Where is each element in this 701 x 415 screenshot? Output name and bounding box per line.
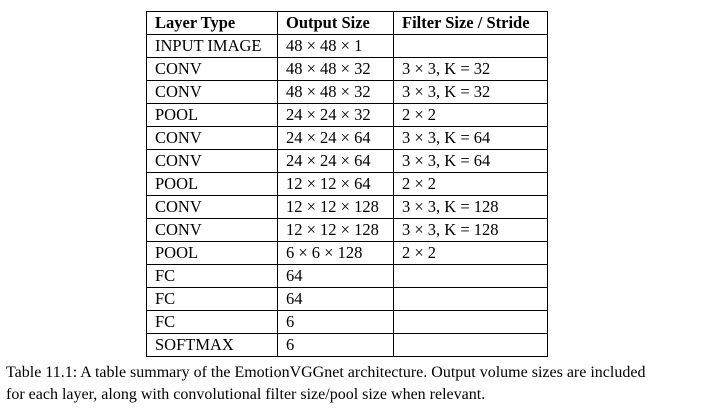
table-row: CONV 48 × 48 × 32 3 × 3, K = 32 — [146, 57, 548, 81]
cell-output-size: 24 × 24 × 32 — [277, 103, 394, 127]
cell-output-size: 24 × 24 × 64 — [277, 149, 394, 173]
table-row: INPUT IMAGE 48 × 48 × 1 — [146, 34, 548, 58]
cell-filter-size: 2 × 2 — [393, 172, 548, 196]
caption-line-2: for each layer, along with convolutional… — [6, 386, 486, 403]
cell-layer-type: FC — [146, 264, 278, 288]
header-output-size: Output Size — [277, 11, 394, 35]
cell-output-size: 12 × 12 × 128 — [277, 195, 394, 219]
cell-output-size: 48 × 48 × 32 — [277, 57, 394, 81]
cell-output-size: 24 × 24 × 64 — [277, 126, 394, 150]
cell-layer-type: FC — [146, 310, 278, 334]
architecture-table: Layer Type Output Size Filter Size / Str… — [146, 11, 548, 357]
cell-filter-size — [393, 264, 548, 288]
cell-layer-type: CONV — [146, 195, 278, 219]
cell-layer-type: CONV — [146, 149, 278, 173]
table-body: INPUT IMAGE 48 × 48 × 1 CONV 48 × 48 × 3… — [146, 34, 548, 357]
table-row: CONV 48 × 48 × 32 3 × 3, K = 32 — [146, 80, 548, 104]
cell-layer-type: POOL — [146, 241, 278, 265]
cell-filter-size: 3 × 3, K = 128 — [393, 195, 548, 219]
table-row: POOL 6 × 6 × 128 2 × 2 — [146, 241, 548, 265]
table-header-row: Layer Type Output Size Filter Size / Str… — [146, 11, 548, 35]
cell-layer-type: CONV — [146, 218, 278, 242]
cell-layer-type: CONV — [146, 126, 278, 150]
table-row: POOL 12 × 12 × 64 2 × 2 — [146, 172, 548, 196]
cell-filter-size — [393, 333, 548, 357]
table-row: FC 6 — [146, 310, 548, 334]
table-row: POOL 24 × 24 × 32 2 × 2 — [146, 103, 548, 127]
cell-layer-type: POOL — [146, 172, 278, 196]
table-row: FC 64 — [146, 264, 548, 288]
cell-filter-size: 3 × 3, K = 64 — [393, 126, 548, 150]
cell-filter-size: 3 × 3, K = 32 — [393, 80, 548, 104]
cell-filter-size — [393, 310, 548, 334]
table-row: CONV 12 × 12 × 128 3 × 3, K = 128 — [146, 218, 548, 242]
cell-layer-type: INPUT IMAGE — [146, 34, 278, 58]
cell-filter-size: 3 × 3, K = 32 — [393, 57, 548, 81]
cell-layer-type: FC — [146, 287, 278, 311]
cell-output-size: 12 × 12 × 128 — [277, 218, 394, 242]
cell-output-size: 64 — [277, 287, 394, 311]
cell-layer-type: SOFTMAX — [146, 333, 278, 357]
cell-layer-type: POOL — [146, 103, 278, 127]
table-row: CONV 24 × 24 × 64 3 × 3, K = 64 — [146, 126, 548, 150]
cell-layer-type: CONV — [146, 57, 278, 81]
cell-output-size: 48 × 48 × 1 — [277, 34, 394, 58]
cell-output-size: 6 — [277, 333, 394, 357]
cell-output-size: 12 × 12 × 64 — [277, 172, 394, 196]
table-row: FC 64 — [146, 287, 548, 311]
table-row: CONV 12 × 12 × 128 3 × 3, K = 128 — [146, 195, 548, 219]
table-caption: Table 11.1: A table summary of the Emoti… — [6, 362, 696, 406]
header-layer-type: Layer Type — [146, 11, 278, 35]
cell-output-size: 64 — [277, 264, 394, 288]
cell-output-size: 6 × 6 × 128 — [277, 241, 394, 265]
caption-line-1: Table 11.1: A table summary of the Emoti… — [6, 364, 646, 381]
cell-filter-size: 2 × 2 — [393, 241, 548, 265]
cell-output-size: 48 × 48 × 32 — [277, 80, 394, 104]
cell-filter-size: 3 × 3, K = 64 — [393, 149, 548, 173]
table-row: CONV 24 × 24 × 64 3 × 3, K = 64 — [146, 149, 548, 173]
cell-filter-size — [393, 287, 548, 311]
cell-filter-size — [393, 34, 548, 58]
cell-filter-size: 3 × 3, K = 128 — [393, 218, 548, 242]
cell-layer-type: CONV — [146, 80, 278, 104]
table-row: SOFTMAX 6 — [146, 333, 548, 357]
cell-filter-size: 2 × 2 — [393, 103, 548, 127]
cell-output-size: 6 — [277, 310, 394, 334]
header-filter-size-stride: Filter Size / Stride — [393, 11, 548, 35]
